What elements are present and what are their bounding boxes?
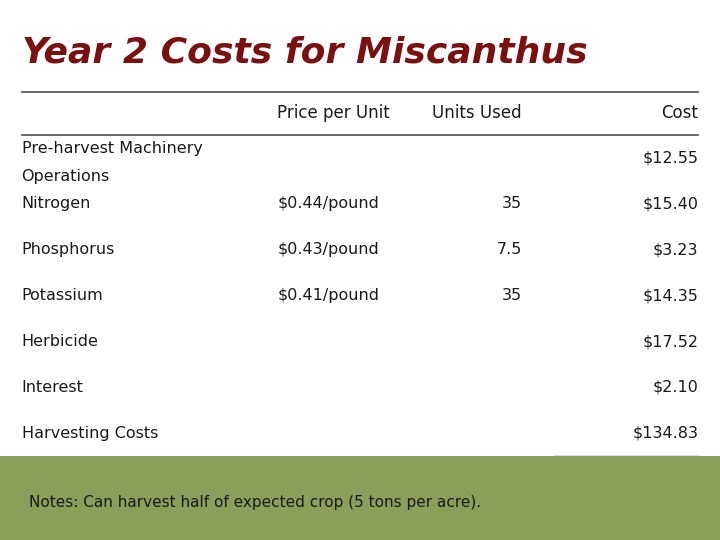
Text: $17.52: $17.52	[642, 334, 698, 349]
Text: Operations: Operations	[22, 168, 110, 184]
Text: $134.83: $134.83	[632, 426, 698, 441]
Text: $0.41/pound: $0.41/pound	[277, 288, 379, 303]
Text: Units Used: Units Used	[433, 104, 522, 123]
Text: Harvesting Costs: Harvesting Costs	[22, 426, 158, 441]
Text: $199.98: $199.98	[626, 472, 698, 487]
Text: Total Cost: Total Cost	[22, 472, 111, 487]
Text: $2.10: $2.10	[652, 380, 698, 395]
Text: Year 2 Costs for Miscanthus: Year 2 Costs for Miscanthus	[22, 35, 588, 69]
Text: 35: 35	[502, 288, 522, 303]
Text: $3.23: $3.23	[653, 242, 698, 257]
Text: $15.40: $15.40	[642, 197, 698, 211]
Text: Interest: Interest	[22, 380, 84, 395]
Text: Cost: Cost	[662, 104, 698, 123]
Text: Pre-harvest Machinery: Pre-harvest Machinery	[22, 140, 202, 156]
Text: Potassium: Potassium	[22, 288, 104, 303]
Text: Notes: Can harvest half of expected crop (5 tons per acre).: Notes: Can harvest half of expected crop…	[29, 495, 481, 510]
Text: 35: 35	[502, 197, 522, 211]
Text: $0.43/pound: $0.43/pound	[277, 242, 379, 257]
Text: Price per Unit: Price per Unit	[277, 104, 390, 123]
Text: Nitrogen: Nitrogen	[22, 197, 91, 211]
Text: $12.55: $12.55	[642, 151, 698, 165]
Text: Herbicide: Herbicide	[22, 334, 99, 349]
Text: $14.35: $14.35	[642, 288, 698, 303]
Text: Phosphorus: Phosphorus	[22, 242, 115, 257]
Text: $0.44/pound: $0.44/pound	[277, 197, 379, 211]
Text: 7.5: 7.5	[497, 242, 522, 257]
